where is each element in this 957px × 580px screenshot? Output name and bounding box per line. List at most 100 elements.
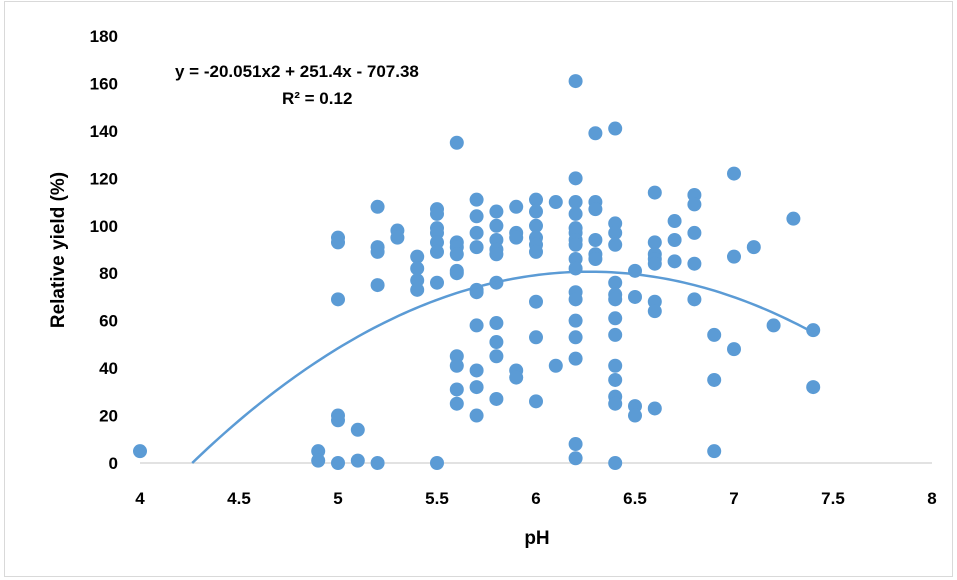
data-point	[568, 330, 583, 345]
data-point	[331, 292, 345, 307]
data-point	[509, 230, 524, 245]
y-tick-labels: 0 20 40 60 80 100 120 140 160 180	[90, 27, 118, 473]
data-point	[568, 171, 583, 186]
data-point	[469, 209, 484, 224]
data-point	[568, 437, 583, 452]
data-point	[568, 195, 583, 210]
y-tick-label: 120	[90, 169, 118, 188]
data-point	[529, 394, 543, 409]
data-point	[529, 218, 543, 233]
data-point	[469, 192, 484, 207]
data-point	[331, 235, 345, 250]
y-tick-label: 160	[90, 74, 118, 93]
data-point	[707, 444, 722, 459]
data-point	[608, 456, 623, 470]
data-point	[469, 240, 484, 255]
data-point	[687, 197, 702, 212]
data-point	[370, 278, 385, 293]
data-point	[469, 408, 484, 423]
data-point	[449, 266, 464, 281]
data-point	[133, 444, 147, 459]
data-point	[608, 275, 623, 290]
data-point	[687, 292, 702, 307]
y-tick-label: 40	[99, 359, 118, 378]
data-point	[430, 275, 444, 290]
data-point	[608, 327, 623, 342]
x-tick-label: 8	[927, 489, 936, 508]
x-tick-label: 4	[135, 489, 145, 508]
data-point	[469, 363, 484, 378]
data-point	[489, 335, 504, 350]
data-point	[430, 244, 444, 259]
data-point	[548, 195, 563, 210]
data-point	[410, 249, 425, 264]
x-axis-title: pH	[524, 528, 549, 549]
data-point	[449, 396, 464, 411]
data-point	[529, 204, 543, 219]
data-point	[687, 225, 702, 240]
data-point	[469, 380, 484, 395]
data-point	[647, 235, 662, 250]
data-point	[727, 342, 741, 357]
data-point	[548, 358, 563, 373]
data-point	[588, 233, 603, 248]
data-point	[529, 192, 543, 207]
data-point	[608, 396, 623, 411]
data-point	[667, 233, 682, 248]
data-point	[489, 204, 504, 219]
y-axis-title: Relative yield (%)	[48, 172, 69, 328]
data-point	[430, 456, 444, 470]
data-point	[608, 237, 623, 252]
data-point	[370, 244, 385, 259]
data-point	[667, 214, 682, 229]
data-point	[806, 323, 821, 338]
data-point	[509, 199, 524, 214]
data-point	[727, 249, 741, 264]
data-point	[509, 370, 524, 385]
data-point	[469, 318, 484, 333]
data-points	[133, 74, 821, 470]
data-point	[608, 292, 623, 307]
x-tick-label: 4.5	[227, 489, 251, 508]
data-point	[489, 316, 504, 331]
data-point	[568, 292, 583, 307]
data-point	[608, 225, 623, 240]
x-tick-label: 5.5	[425, 489, 449, 508]
data-point	[727, 166, 741, 181]
data-point	[311, 453, 326, 468]
x-tick-label: 6.5	[623, 489, 647, 508]
data-point	[647, 401, 662, 416]
data-point	[608, 358, 623, 373]
data-point	[489, 391, 504, 406]
data-point	[746, 240, 761, 255]
data-point	[370, 456, 385, 470]
data-point	[568, 237, 583, 252]
data-point	[608, 311, 623, 326]
data-point	[647, 185, 662, 200]
data-point	[568, 206, 583, 221]
data-point	[489, 247, 504, 262]
data-point	[628, 408, 642, 423]
data-point	[588, 251, 603, 266]
data-point	[469, 225, 484, 240]
y-tick-label: 100	[90, 217, 118, 236]
data-point	[489, 349, 504, 364]
data-point	[568, 351, 583, 366]
x-tick-label: 5	[333, 489, 342, 508]
data-point	[410, 282, 425, 297]
data-point	[628, 289, 642, 304]
x-tick-label: 7.5	[821, 489, 845, 508]
data-point	[588, 202, 603, 217]
data-point	[667, 254, 682, 269]
r-squared-label: R² = 0.12	[282, 89, 352, 108]
y-tick-label: 60	[99, 312, 118, 331]
data-point	[410, 261, 425, 276]
y-tick-label: 80	[99, 264, 118, 283]
data-point	[529, 294, 543, 309]
data-point	[608, 372, 623, 387]
x-tick-labels: 4 4.5 5 5.5 6 6.5 7 7.5 8	[135, 489, 936, 508]
data-point	[806, 380, 821, 395]
data-point	[707, 372, 722, 387]
data-point	[449, 382, 464, 397]
